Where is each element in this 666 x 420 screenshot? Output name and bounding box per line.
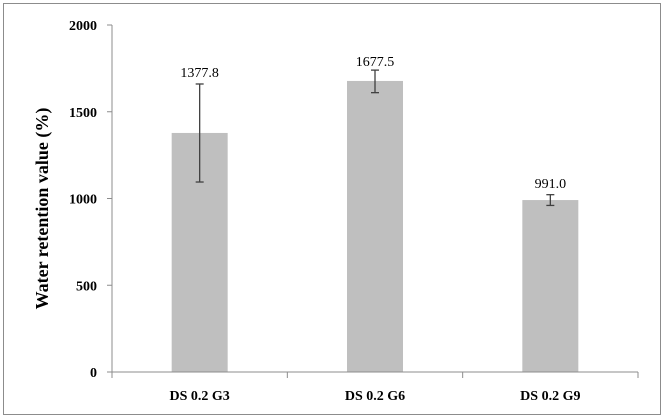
error-bars-layer: [195, 69, 555, 207]
axes-layer: [107, 24, 639, 378]
x-category-label: DS 0.2 G9: [520, 389, 580, 404]
data-label: 1677.5: [356, 55, 395, 70]
y-axis-title: Water retention value (%): [32, 108, 53, 310]
y-tick-label: 1000: [69, 193, 97, 208]
bar: [347, 80, 403, 373]
data-label: 1377.8: [180, 66, 219, 81]
labels-layer: 0 500 1000 1500 2000 1377.8 DS 0.2 G3 1677.5 DS …: [69, 19, 580, 404]
y-tick-label: 0: [90, 366, 97, 381]
x-category-label: DS 0.2 G3: [170, 389, 230, 404]
y-tick-label: 2000: [69, 19, 97, 34]
x-category-label: DS 0.2 G6: [345, 389, 405, 404]
y-tick-label: 500: [76, 279, 97, 294]
data-label: 991.0: [535, 177, 567, 192]
y-tick-label: 1500: [69, 106, 97, 121]
bars-layer: [171, 80, 579, 373]
bar: [522, 200, 579, 372]
